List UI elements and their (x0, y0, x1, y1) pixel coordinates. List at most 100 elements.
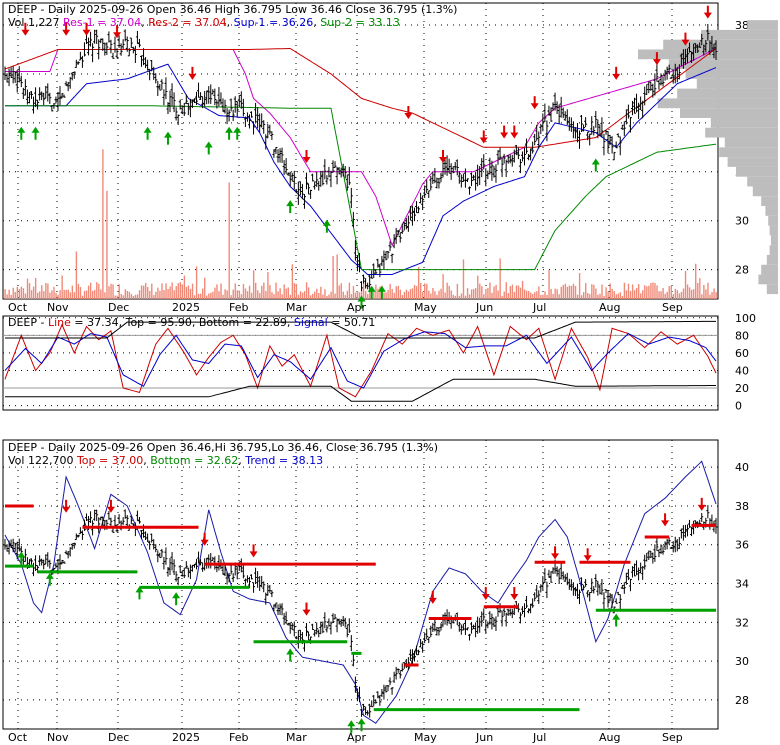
volume-bar (10, 294, 12, 299)
volume-bar (277, 291, 279, 299)
volume-bar (538, 286, 540, 299)
volume-bar (94, 289, 96, 299)
y-tick-label: 28 (735, 694, 749, 707)
volume-bar (332, 256, 334, 299)
volume-bar (407, 291, 410, 299)
volume-bar (631, 284, 634, 299)
volume-bar (379, 286, 381, 299)
sell-arrow (249, 551, 258, 558)
volume-bar (468, 294, 471, 299)
buy-arrow (357, 295, 366, 302)
sell-arrow (21, 29, 30, 36)
volume-bar (53, 286, 55, 299)
x-tick-label: 2025 (172, 301, 200, 314)
y-tick-label: 60 (735, 347, 749, 360)
volume-bar (574, 285, 577, 299)
volume-bar (14, 292, 16, 299)
volume-bar (648, 285, 650, 299)
volume-bar (122, 295, 124, 299)
volume-bar (120, 293, 122, 299)
title-part: , (313, 16, 320, 29)
volume-bar (438, 290, 440, 299)
volume-bar (582, 292, 585, 299)
buy-arrow (17, 126, 26, 133)
x-tick-label: Sep (662, 301, 683, 314)
volume-bar (110, 283, 112, 299)
volume-bar (232, 289, 234, 299)
title-part: Line (48, 316, 71, 329)
buy-arrow (172, 592, 181, 599)
volume-bar (428, 290, 430, 299)
y-tick-label: 80 (735, 329, 749, 342)
buy-arrow (225, 126, 234, 133)
volume-bar (493, 286, 495, 299)
volume-bar (293, 283, 296, 299)
volume-bar (132, 295, 135, 299)
volume-profile-bar (736, 166, 778, 177)
volume-bar (218, 291, 220, 299)
title-part: Trend = 38.13 (244, 454, 323, 467)
volume-bar (206, 295, 208, 299)
volume-bar (71, 285, 74, 299)
y-tick-label: 38 (735, 500, 749, 513)
buy-arrow (322, 219, 331, 226)
buy-arrow (357, 718, 366, 725)
volume-bar (301, 292, 304, 299)
volume-bar (81, 295, 84, 299)
sell-arrow (481, 594, 490, 601)
title-part: Res-2 = 37.04 (148, 16, 226, 29)
volume-bar (607, 291, 609, 299)
chart-title: DEEP - Daily 2025-09-26 Open 36.46,Hi 36… (8, 441, 438, 454)
buy-arrow (45, 572, 54, 579)
volume-profile-bar (719, 147, 778, 158)
volume-bar (49, 292, 51, 299)
volume-bar (230, 295, 232, 299)
arrows-up (17, 551, 621, 734)
sell-arrow (583, 555, 592, 562)
volume-bar (709, 294, 711, 299)
buy-arrow (143, 126, 152, 133)
volume-bar (69, 292, 71, 299)
buy-arrow (377, 285, 386, 292)
volume-bar (157, 287, 159, 299)
y-tick-label: 30 (735, 215, 749, 228)
volume-bar (350, 293, 353, 299)
volume-bar (208, 293, 210, 299)
sell-arrow (404, 112, 413, 119)
y-tick-label: 100 (735, 312, 756, 325)
volume-bar (144, 282, 147, 299)
volume-bar (273, 294, 275, 299)
x-tick-label: Nov (47, 731, 69, 744)
volume-bar (89, 282, 92, 299)
volume-bar (67, 289, 69, 299)
volume-bar (458, 295, 461, 299)
volume-bar (517, 285, 520, 299)
arrows-down (62, 497, 706, 616)
volume-bar (576, 294, 579, 299)
volume-bar (393, 292, 395, 299)
volume-bar (454, 295, 457, 299)
sell-arrow (302, 157, 311, 164)
volume-bar (222, 294, 224, 299)
volume-bar (236, 290, 239, 299)
sell-arrow (82, 29, 91, 36)
volume-bar (45, 283, 47, 299)
title-part: Vol 1,227 (8, 16, 63, 29)
volume-bar (326, 295, 328, 299)
x-tick-label: May (414, 731, 437, 744)
volume-bar (497, 290, 499, 299)
sell-arrow (479, 137, 488, 144)
volume-bar (165, 283, 167, 299)
volume-bar (611, 288, 613, 299)
volume-bar (55, 292, 57, 299)
volume-bar (299, 291, 302, 299)
volume-bar (695, 263, 697, 299)
buy-arrow (163, 131, 172, 138)
volume-bar (619, 292, 622, 299)
volume-bar (564, 283, 567, 299)
volume-bar (662, 288, 664, 299)
volume-bar (291, 264, 294, 299)
title-part: Bottom = 32.62 (150, 454, 238, 467)
y-tick-label: 32 (735, 616, 749, 629)
volume-bar (79, 287, 82, 299)
